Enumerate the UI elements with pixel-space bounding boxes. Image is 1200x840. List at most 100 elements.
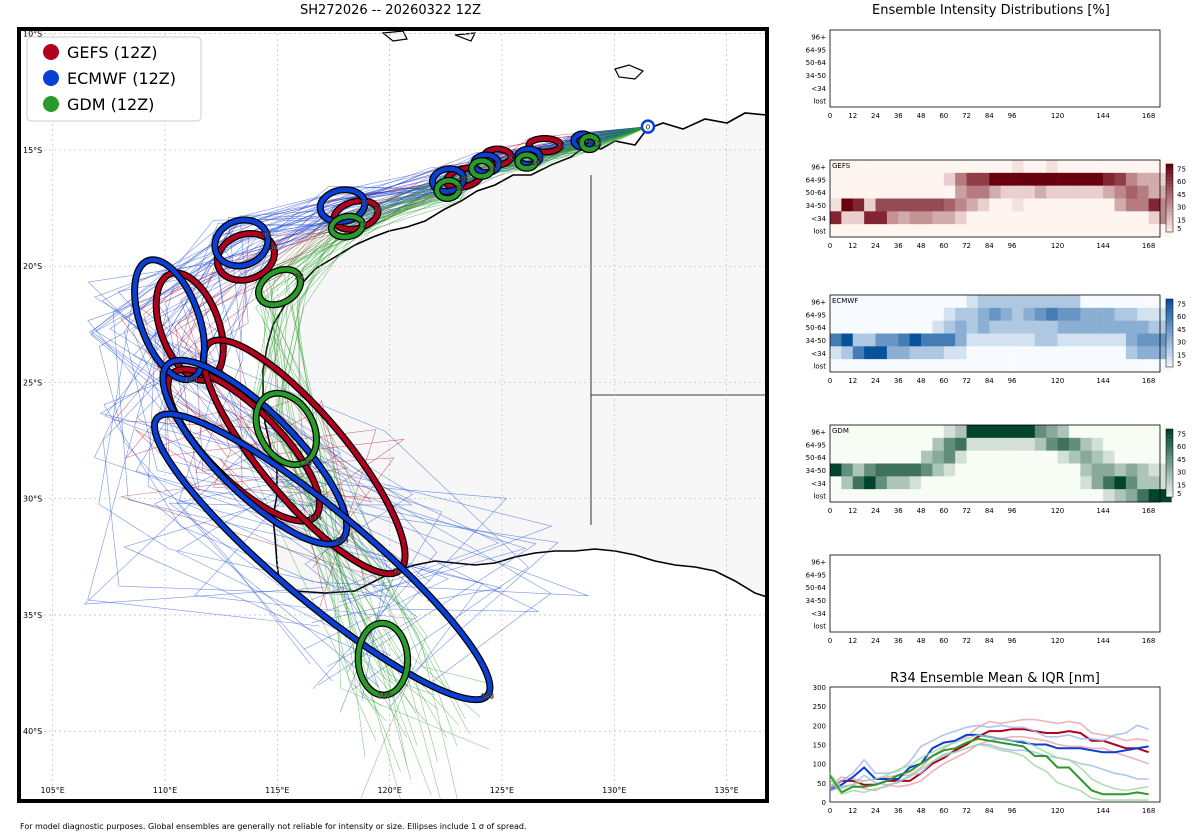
intensity-panel: GDM 515 30 45 60 75 96+ 64-95 50-64 34-50 <34 lost0… (806, 424, 1186, 515)
hour-tick-label: 24 (871, 242, 880, 250)
heatmap-cell (1091, 346, 1104, 360)
heatmap-cell (875, 437, 888, 451)
heatmap-cell (1103, 476, 1115, 490)
heatmap-cell (1091, 224, 1104, 238)
heatmap-cell (898, 211, 910, 225)
heatmap-cell (1125, 463, 1138, 477)
heatmap-cell (1034, 425, 1047, 439)
heatmap-cell (989, 307, 1001, 321)
heatmap-cell (852, 211, 865, 225)
heatmap-cell (966, 160, 979, 174)
heatmap-cell (886, 224, 899, 238)
forecast-hour-label: 36 (506, 154, 515, 162)
legend-ecmwf-marker (43, 70, 59, 86)
heatmap-cell (1057, 359, 1070, 373)
heatmap-cell (977, 320, 990, 334)
category-label: 96+ (811, 428, 826, 436)
heatmap-cell (1068, 307, 1081, 321)
heatmap-cell (1125, 172, 1138, 186)
heatmap-cell (875, 224, 888, 238)
category-label: 64-95 (806, 571, 826, 579)
heatmap-cell (886, 172, 899, 186)
heatmap-cell (1091, 425, 1104, 439)
colorbar-segment (1166, 435, 1173, 440)
heatmap-cell (852, 307, 865, 321)
hour-tick-label: 84 (985, 637, 994, 645)
heatmap-cell (1012, 333, 1024, 347)
heatmap-cell (898, 450, 910, 464)
heatmap-cell (830, 463, 842, 477)
hour-tick-label: 12 (848, 242, 857, 250)
heatmap-cell (989, 198, 1001, 212)
heatmap-cell (921, 295, 933, 309)
hour-tick-label: 0 (828, 377, 832, 385)
heatmap-cell (1103, 185, 1115, 199)
heatmap-cell (852, 320, 865, 334)
heatmap-cell (1148, 211, 1161, 225)
heatmap-cell (977, 450, 990, 464)
colorbar-segment (1166, 480, 1173, 484)
colorbar-segment (1166, 177, 1173, 182)
colorbar-segment (1166, 339, 1173, 344)
heatmap-cell (1091, 359, 1104, 373)
colorbar-tick-label: 5 (1177, 490, 1181, 498)
heatmap-cell (1091, 450, 1104, 464)
heatmap-cell (1103, 489, 1115, 503)
heatmap-cell (955, 211, 967, 225)
heatmap-cell (955, 476, 967, 490)
heatmap-cell (875, 450, 888, 464)
heatmap-cell (886, 185, 899, 199)
category-label: <34 (811, 610, 826, 618)
heatmap-cell (1080, 437, 1093, 451)
heatmap-cell (1000, 295, 1013, 309)
r34-y-tick-label: 50 (817, 780, 826, 788)
hour-tick-label: 0 (828, 242, 832, 250)
heatmap-cell (1012, 198, 1024, 212)
sigma-ellipse (434, 178, 462, 201)
heatmap-cell (1023, 359, 1036, 373)
heatmap-cell (943, 224, 956, 238)
forecast-hour-label: 12 (593, 140, 602, 148)
heatmap-cell (1080, 172, 1093, 186)
heatmap-cell (886, 295, 899, 309)
ensemble-track-line (219, 126, 648, 530)
heatmap-cell (1114, 333, 1127, 347)
heatmap-cell (955, 463, 967, 477)
heatmap-cell (943, 198, 956, 212)
init-position-marker (640, 119, 656, 134)
category-label: lost (813, 493, 826, 501)
heatmap-cell (864, 333, 876, 347)
heatmap-cell (921, 333, 933, 347)
colorbar-segment (1166, 490, 1173, 494)
heatmap-cell (1091, 185, 1104, 199)
forecast-hour-label: 12 (587, 138, 596, 146)
lat-tick-label: 40°S (23, 727, 42, 736)
heatmap-cell (1012, 211, 1024, 225)
heatmap-cell (989, 160, 1001, 174)
heatmap-cell (1000, 437, 1013, 451)
forecast-hour-label: 144 (308, 514, 322, 522)
hour-tick-label: 120 (1051, 112, 1064, 120)
heatmap-cell (830, 346, 842, 360)
forecast-hour-label: 24 (556, 142, 565, 150)
heatmap-cell (875, 211, 888, 225)
colorbar-segment (1166, 191, 1173, 195)
colorbar-segment (1166, 456, 1173, 460)
colorbar-segment (1166, 336, 1173, 340)
r34-y-tick-label: 300 (813, 684, 826, 692)
heatmap-cell (1148, 172, 1161, 186)
colorbar-segment (1166, 167, 1173, 171)
heatmap-cell (852, 224, 865, 238)
heatmap-cell (1057, 437, 1070, 451)
r34-x-tick-label: 168 (1142, 807, 1155, 815)
colorbar-tick-label: 60 (1177, 443, 1186, 451)
heatmap-cell (909, 172, 922, 186)
heatmap-cell (955, 224, 967, 238)
panel-model-label: GDM (832, 427, 849, 435)
heatmap-cell (1023, 224, 1036, 238)
heatmap-cell (1080, 476, 1093, 490)
heatmap-cell (1034, 172, 1047, 186)
colorbar-segment (1166, 208, 1173, 212)
hour-tick-label: 168 (1142, 112, 1155, 120)
